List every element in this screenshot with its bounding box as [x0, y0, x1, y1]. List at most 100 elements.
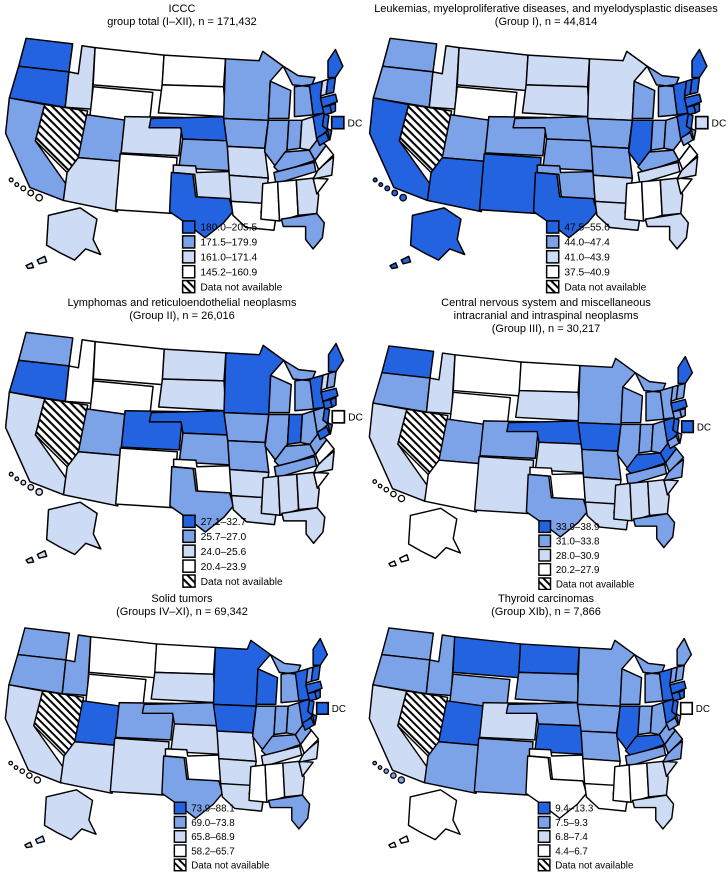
state-mt — [456, 47, 529, 92]
state-nh — [689, 77, 701, 96]
state-sc — [662, 760, 678, 778]
legend-label: Data not available — [200, 283, 282, 294]
panel-title-line: (Groups IV–XI), n = 69,342 — [116, 606, 248, 619]
state-fl — [281, 507, 326, 545]
state-al — [276, 179, 299, 223]
legend-swatch-q3 — [181, 250, 196, 264]
state-sd — [514, 389, 581, 422]
state-mt — [88, 636, 158, 679]
state-me — [312, 638, 329, 667]
legend-swatch-q3 — [182, 544, 196, 559]
panel-title-line: (Group III), n = 30,217 — [491, 323, 601, 336]
state-az — [59, 741, 117, 795]
state-ia — [222, 118, 270, 150]
legend-swatch-q2 — [182, 529, 196, 544]
state-az — [62, 157, 122, 213]
legend-swatch-na — [182, 574, 196, 589]
legend-swatch-q4 — [181, 265, 196, 279]
panel-title-line: Leukemias, myeloproliferative diseases, … — [374, 3, 718, 15]
legend-swatch-q1 — [181, 220, 196, 235]
state-nj — [685, 113, 694, 131]
state-nm — [473, 455, 535, 514]
state-ia — [223, 412, 270, 444]
state-ak — [25, 207, 102, 270]
state-mt — [452, 636, 522, 679]
state-tn — [273, 456, 318, 480]
legend-label: 47.5–55.6 — [564, 223, 610, 234]
legend-label: 6.8–7.4 — [555, 832, 588, 843]
state-hi-island — [8, 472, 14, 478]
state-al — [640, 179, 663, 223]
legend-swatch-na — [537, 858, 551, 872]
legend-swatch-q2 — [537, 816, 551, 830]
legend-label: Data not available — [564, 283, 646, 294]
state-ma — [319, 93, 339, 109]
panel-title: ICCC group total (I–XII), n = 171,432 — [0, 0, 364, 29]
state-hi-island — [391, 189, 399, 197]
state-hi-island — [20, 185, 27, 192]
state-nj — [672, 417, 680, 434]
state-hi-island — [399, 194, 408, 202]
state-hi-island — [26, 772, 33, 780]
state-ms — [260, 475, 281, 517]
panel-title-line: Thyroid carcinomas — [498, 593, 594, 605]
legend-swatch-q3 — [537, 830, 551, 844]
state-sd — [150, 672, 216, 704]
legend-swatch-q1 — [537, 801, 551, 815]
panel-title: Leukemias, myeloproliferative diseases, … — [364, 0, 728, 29]
state-tn — [260, 745, 303, 768]
legend-label: 73.9–88.1 — [191, 804, 234, 815]
panel-title-line: (Group I), n = 44,814 — [494, 16, 598, 29]
state-ga — [282, 760, 305, 798]
state-mt — [452, 353, 522, 397]
state-fl — [280, 213, 326, 251]
legend-label: 41.0–43.9 — [564, 253, 610, 264]
state-ak — [389, 207, 466, 270]
state-ri — [678, 689, 685, 701]
state-mi — [634, 371, 669, 422]
map-panel-2: Leukemias, myeloproliferative diseases, … — [364, 0, 728, 294]
panel-title-line: group total (I–XII), n = 171,432 — [107, 16, 257, 29]
state-md — [666, 434, 680, 449]
state-nd — [518, 360, 581, 393]
legend-swatch-na — [173, 858, 187, 872]
state-fl — [267, 794, 311, 831]
state-ia — [577, 421, 622, 452]
legend-label: 4.4–6.7 — [555, 847, 588, 858]
state-wi — [267, 80, 292, 120]
state-ga — [295, 177, 320, 217]
state-ms — [613, 482, 633, 522]
state-hi-island — [383, 486, 390, 493]
dc-label: DC — [348, 413, 363, 424]
state-wi — [631, 80, 656, 120]
state-nj — [307, 699, 315, 717]
state-sc — [312, 471, 330, 490]
us-map-svg: DC 9.4–13.3 7.5–9.3 6.8–7.4 4.4–6.7 Data not … — [368, 627, 710, 872]
state-hi-island — [33, 776, 42, 785]
state-hi-island — [13, 765, 19, 771]
legend-label: 9.4–13.3 — [555, 804, 593, 815]
panel-title-line: ICCC — [168, 3, 196, 15]
state-hi-island — [372, 761, 378, 766]
state-ak — [388, 789, 461, 849]
state-ri — [329, 397, 337, 409]
state-me — [327, 49, 344, 79]
state-hi-island — [20, 479, 27, 486]
state-nh — [325, 77, 337, 96]
state-sc — [312, 177, 329, 196]
state-ma — [670, 398, 688, 413]
state-hi-island — [372, 177, 378, 183]
state-hi-island — [27, 189, 35, 197]
map-panel-5: Solid tumors (Groups IV–XI), n = 69,342 D… — [0, 590, 364, 872]
state-hi-island — [35, 194, 44, 202]
legend-label: 171.5–179.9 — [200, 238, 257, 249]
state-md — [301, 717, 315, 732]
dc-swatch — [330, 116, 345, 130]
dc-label: DC — [712, 119, 727, 130]
state-me — [691, 49, 708, 79]
state-ri — [679, 407, 686, 418]
state-az — [62, 451, 123, 508]
state-md — [316, 426, 331, 441]
legend-swatch-q3 — [545, 250, 560, 264]
state-ga — [647, 478, 670, 516]
